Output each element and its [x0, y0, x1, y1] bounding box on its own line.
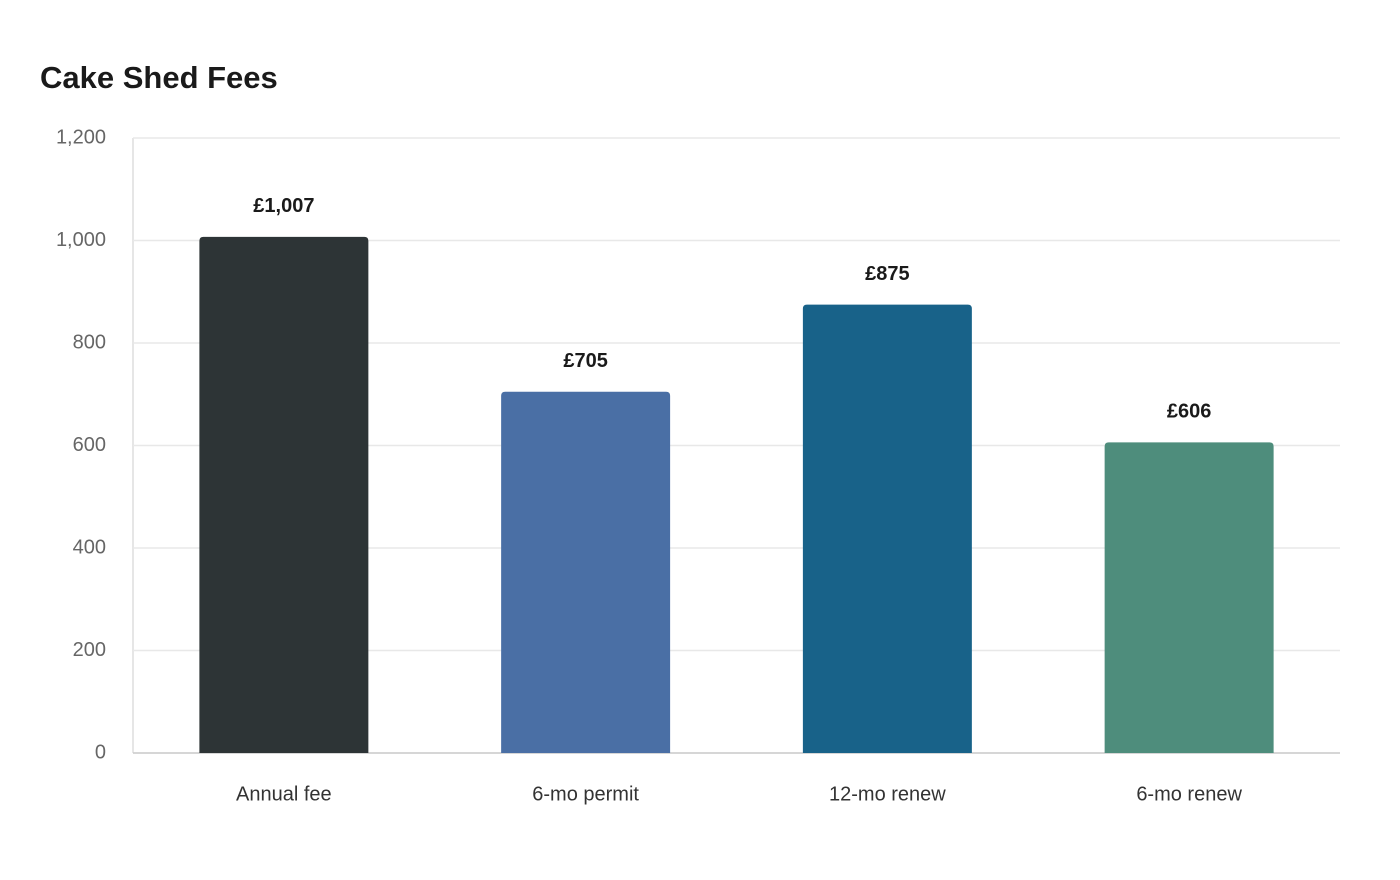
y-tick-label: 1,200: [56, 126, 106, 148]
value-label: £606: [1167, 401, 1212, 423]
bar: [1104, 442, 1274, 753]
x-tick-label: 6-mo permit: [532, 783, 639, 805]
value-label: £705: [563, 350, 608, 372]
bar: [199, 236, 369, 754]
y-tick-label: 0: [95, 741, 106, 763]
y-tick-label: 400: [73, 536, 106, 558]
value-label: £1,007: [253, 195, 314, 217]
value-label: £875: [865, 263, 910, 285]
y-tick-label: 600: [73, 434, 106, 456]
x-tick-label: Annual fee: [236, 783, 332, 805]
x-tick-label: 12-mo renew: [829, 783, 946, 805]
y-tick-label: 1,000: [56, 229, 106, 251]
chart-title: Cake Shed Fees: [40, 60, 278, 95]
y-tick-label: 800: [73, 331, 106, 353]
y-tick-label: 200: [73, 639, 106, 661]
bar: [802, 304, 972, 753]
bar: [501, 391, 671, 753]
x-tick-label: 6-mo renew: [1136, 783, 1242, 805]
